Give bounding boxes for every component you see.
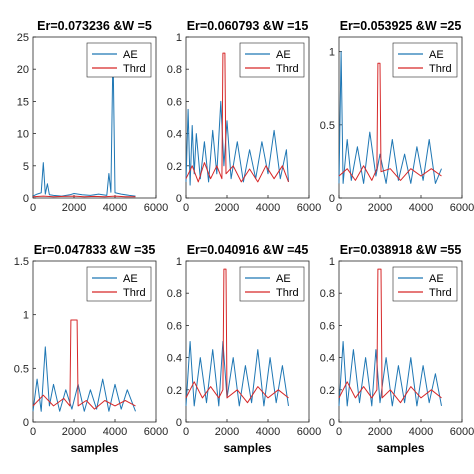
x-tick-label: 6000 [450, 426, 474, 438]
series-line-thrd [185, 268, 289, 404]
x-tick-label: 0 [30, 426, 36, 438]
y-tick-label: 0.2 [320, 385, 335, 397]
y-tick-label: 0 [176, 193, 182, 205]
subplot-title: Er=0.038918 &W =55 [340, 243, 462, 257]
legend-label: AE [276, 273, 291, 285]
series-line-ae [338, 341, 442, 407]
y-tick-label: 1 [329, 47, 335, 59]
y-tick-label: 0 [329, 417, 335, 429]
x-tick-label: 6000 [297, 202, 321, 214]
subplot-title: Er=0.073236 &W =5 [37, 19, 152, 33]
series-line-thrd [32, 319, 136, 410]
x-axis-label: samples [223, 441, 271, 455]
y-tick-label: 1 [23, 310, 29, 322]
y-tick-label: 20 [17, 64, 29, 76]
x-axis-label: samples [376, 441, 424, 455]
x-tick-label: 0 [183, 426, 189, 438]
x-tick-label: 0 [183, 202, 189, 214]
legend-box [392, 42, 458, 78]
legend-box [239, 266, 305, 302]
x-tick-label: 2000 [368, 426, 392, 438]
series-line-thrd [32, 195, 136, 198]
y-tick-label: 0.2 [167, 161, 182, 173]
x-axis-label: samples [70, 441, 118, 455]
legend-label: AE [429, 49, 444, 61]
x-tick-label: 4000 [103, 202, 127, 214]
legend-label: AE [429, 273, 444, 285]
x-tick-label: 2000 [215, 426, 239, 438]
y-tick-label: 10 [17, 129, 29, 141]
y-tick-label: 1.5 [14, 256, 29, 268]
legend-box [239, 42, 305, 78]
subplot-5: Er=0.040916 &W =45 0 2000 4000 6000 0 0.2 0.4 0.… [167, 243, 322, 455]
legend-label: Thrd [123, 63, 146, 75]
x-tick-label: 6000 [450, 202, 474, 214]
y-tick-label: 0 [23, 417, 29, 429]
subplot-title: Er=0.047833 &W =35 [34, 243, 156, 257]
y-tick-label: 0.6 [167, 96, 182, 108]
legend-box [86, 266, 152, 302]
x-tick-label: 0 [30, 202, 36, 214]
legend-label: AE [276, 49, 291, 61]
y-tick-label: 5 [23, 161, 29, 173]
y-tick-label: 0.4 [167, 353, 182, 365]
legend-label: AE [123, 273, 138, 285]
legend-box [392, 266, 458, 302]
x-tick-label: 4000 [103, 426, 127, 438]
y-tick-label: 1 [329, 256, 335, 268]
legend-label: Thrd [276, 63, 299, 75]
y-tick-label: 0 [329, 193, 335, 205]
y-tick-label: 0.6 [320, 320, 335, 332]
series-line-thrd [338, 268, 442, 404]
subplot-6: Er=0.038918 &W =55 0 2000 4000 6000 0 0.2 0.4 0.… [320, 243, 474, 455]
y-tick-label: 0.8 [167, 288, 182, 300]
x-tick-label: 4000 [256, 202, 280, 214]
x-tick-label: 2000 [215, 202, 239, 214]
series-line-ae [185, 100, 289, 186]
subplot-4: Er=0.047833 &W =35 0 2000 4000 6000 0 0.5 1 1.5 s… [14, 243, 169, 455]
y-tick-label: 0.8 [320, 288, 335, 300]
x-tick-label: 6000 [144, 202, 168, 214]
y-tick-label: 0.4 [320, 353, 335, 365]
y-tick-label: 0.5 [14, 363, 29, 375]
y-tick-label: 0.8 [167, 64, 182, 76]
y-tick-label: 0 [176, 417, 182, 429]
subplot-2: Er=0.060793 &W =15 0 2000 4000 6000 0 0.2 0.4 0.… [167, 19, 322, 214]
x-tick-label: 2000 [62, 202, 86, 214]
x-tick-label: 4000 [409, 426, 433, 438]
subplot-title: Er=0.040916 &W =45 [187, 243, 309, 257]
legend-label: Thrd [429, 63, 452, 75]
legend-label: Thrd [123, 287, 146, 299]
y-tick-label: 15 [17, 96, 29, 108]
legend-label: Thrd [276, 287, 299, 299]
y-tick-label: 1 [176, 256, 182, 268]
subplot-1: Er=0.073236 &W =5 0 2000 4000 6000 0 5 10 15 20 25… [17, 19, 168, 214]
legend-box [86, 42, 152, 78]
subplot-3: Er=0.053925 &W =25 0 2000 4000 6000 0 0.5 1 AE Th… [320, 19, 474, 214]
series-line-ae [185, 341, 289, 407]
x-tick-label: 4000 [409, 202, 433, 214]
legend-label: AE [123, 49, 138, 61]
y-tick-label: 0 [23, 193, 29, 205]
y-tick-label: 25 [17, 32, 29, 44]
x-tick-label: 6000 [144, 426, 168, 438]
subplot-title: Er=0.053925 &W =25 [340, 19, 462, 33]
series-line-thrd [338, 62, 442, 181]
x-tick-label: 0 [336, 426, 342, 438]
x-tick-label: 4000 [256, 426, 280, 438]
legend-label: Thrd [429, 287, 452, 299]
y-tick-label: 0.6 [167, 320, 182, 332]
x-tick-label: 2000 [368, 202, 392, 214]
x-tick-label: 2000 [62, 426, 86, 438]
y-tick-label: 1 [176, 32, 182, 44]
series-line-ae [32, 49, 136, 197]
y-tick-label: 0.2 [167, 385, 182, 397]
x-tick-label: 6000 [297, 426, 321, 438]
x-tick-label: 0 [336, 202, 342, 214]
y-tick-label: 0.5 [320, 120, 335, 132]
y-tick-label: 0.4 [167, 129, 182, 141]
series-line-thrd [185, 52, 289, 183]
subplot-title: Er=0.060793 &W =15 [187, 19, 309, 33]
